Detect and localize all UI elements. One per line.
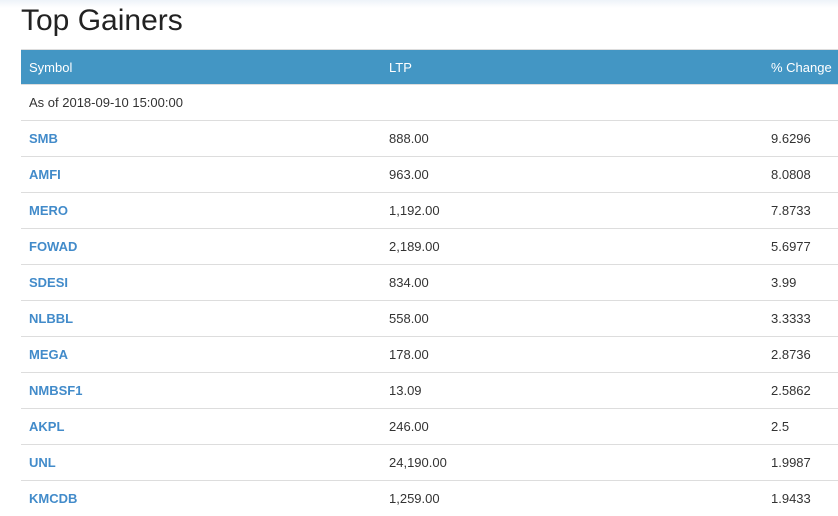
table-row: NMBSF1 13.09 2.5862 xyxy=(21,372,838,409)
symbol-cell: AKPL xyxy=(21,408,389,445)
symbol-link[interactable]: UNL xyxy=(29,455,56,470)
symbol-link[interactable]: NLBBL xyxy=(29,311,74,326)
change-cell: 2.5 xyxy=(771,408,838,445)
symbol-link[interactable]: SMB xyxy=(29,131,58,146)
symbol-link[interactable]: SDESI xyxy=(29,275,69,290)
table-row: KMCDB 1,259.00 1.9433 xyxy=(21,480,838,516)
table-row: AKPL 246.00 2.5 xyxy=(21,408,838,445)
table-row: MERO 1,192.00 7.8733 xyxy=(21,192,838,229)
ltp-cell: 1,259.00 xyxy=(389,480,771,516)
symbol-cell: SDESI xyxy=(21,264,389,301)
table-row: UNL 24,190.00 1.9987 xyxy=(21,444,838,481)
as-of-text: As of 2018-09-10 15:00:00 xyxy=(21,84,838,121)
column-header-change[interactable]: % Change xyxy=(771,59,832,75)
table-row: NLBBL 558.00 3.3333 xyxy=(21,300,838,337)
change-cell: 7.8733 xyxy=(771,192,838,229)
table-row: AMFI 963.00 8.0808 xyxy=(21,156,838,193)
gainers-table: Symbol LTP % Change As of 2018-09-10 15:… xyxy=(21,49,838,516)
symbol-cell: MERO xyxy=(21,192,389,229)
symbol-cell: FOWAD xyxy=(21,228,389,265)
symbol-cell: NMBSF1 xyxy=(21,372,389,409)
page-title: Top Gainers xyxy=(21,4,183,37)
change-cell: 2.8736 xyxy=(771,336,838,373)
ltp-cell: 834.00 xyxy=(389,264,771,301)
change-cell: 8.0808 xyxy=(771,156,838,193)
table-row: SDESI 834.00 3.99 xyxy=(21,264,838,301)
as-of-row: As of 2018-09-10 15:00:00 xyxy=(21,84,838,121)
change-cell: 5.6977 xyxy=(771,228,838,265)
change-cell: 9.6296 xyxy=(771,120,838,157)
change-cell: 1.9433 xyxy=(771,480,838,516)
change-cell: 3.99 xyxy=(771,264,838,301)
ltp-cell: 24,190.00 xyxy=(389,444,771,481)
column-header-ltp[interactable]: LTP xyxy=(389,59,412,75)
change-cell: 2.5862 xyxy=(771,372,838,409)
ltp-cell: 1,192.00 xyxy=(389,192,771,229)
symbol-cell: MEGA xyxy=(21,336,389,373)
symbol-link[interactable]: AMFI xyxy=(29,167,61,182)
column-header-symbol[interactable]: Symbol xyxy=(29,59,73,75)
table-row: MEGA 178.00 2.8736 xyxy=(21,336,838,373)
symbol-link[interactable]: KMCDB xyxy=(29,491,78,506)
symbol-cell: KMCDB xyxy=(21,480,389,516)
symbol-link[interactable]: NMBSF1 xyxy=(29,383,83,398)
table-row: FOWAD 2,189.00 5.6977 xyxy=(21,228,838,265)
ltp-cell: 963.00 xyxy=(389,156,771,193)
symbol-link[interactable]: FOWAD xyxy=(29,239,78,254)
table-header: Symbol LTP % Change xyxy=(21,49,838,85)
ltp-cell: 2,189.00 xyxy=(389,228,771,265)
symbol-cell: SMB xyxy=(21,120,389,157)
ltp-cell: 246.00 xyxy=(389,408,771,445)
top-gradient xyxy=(0,0,838,8)
change-cell: 1.9987 xyxy=(771,444,838,481)
symbol-cell: AMFI xyxy=(21,156,389,193)
table-row: SMB 888.00 9.6296 xyxy=(21,120,838,157)
ltp-cell: 13.09 xyxy=(389,372,771,409)
symbol-link[interactable]: MEGA xyxy=(29,347,68,362)
ltp-cell: 558.00 xyxy=(389,300,771,337)
ltp-cell: 178.00 xyxy=(389,336,771,373)
symbol-link[interactable]: AKPL xyxy=(29,419,65,434)
symbol-cell: NLBBL xyxy=(21,300,389,337)
change-cell: 3.3333 xyxy=(771,300,838,337)
symbol-cell: UNL xyxy=(21,444,389,481)
ltp-cell: 888.00 xyxy=(389,120,771,157)
symbol-link[interactable]: MERO xyxy=(29,203,68,218)
